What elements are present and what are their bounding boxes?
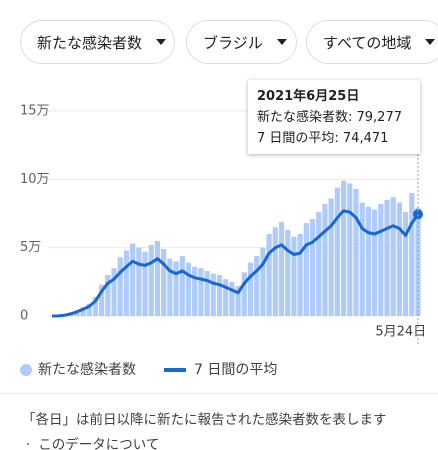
region-dropdown[interactable]: すべての地域 bbox=[306, 20, 438, 64]
bar bbox=[154, 240, 161, 316]
bar bbox=[347, 183, 353, 316]
divider bbox=[0, 393, 438, 394]
tooltip-line: 7 日間の平均: 74,471 bbox=[257, 131, 389, 146]
bar bbox=[260, 247, 266, 316]
bar bbox=[235, 285, 241, 316]
bar bbox=[340, 180, 347, 316]
bar bbox=[359, 202, 365, 316]
bar bbox=[204, 270, 210, 316]
bar bbox=[378, 203, 384, 316]
bar bbox=[285, 229, 291, 316]
bar bbox=[117, 257, 123, 316]
bar bbox=[303, 223, 309, 316]
legend-label: 新たな感染者数 bbox=[38, 361, 136, 378]
y-tick-label: 0 bbox=[20, 309, 28, 324]
bar bbox=[384, 199, 390, 316]
bar bbox=[123, 250, 130, 316]
bar bbox=[130, 243, 136, 316]
dropdown-arrow bbox=[425, 39, 436, 45]
bar bbox=[415, 207, 421, 316]
avg-line bbox=[51, 209, 420, 318]
tooltip: 2021年6月25日 新たな感染者数: 79,277 7 日間の平均: 74,4… bbox=[248, 80, 420, 154]
bar bbox=[92, 296, 99, 316]
bar bbox=[192, 266, 198, 316]
bar bbox=[185, 262, 192, 316]
x-tick-label: 5月24日 bbox=[375, 325, 426, 340]
bar bbox=[316, 212, 322, 316]
bar bbox=[409, 193, 415, 316]
bar bbox=[198, 268, 204, 316]
bar bbox=[99, 284, 105, 316]
bar bbox=[322, 203, 328, 316]
bar bbox=[254, 255, 260, 316]
bar bbox=[328, 198, 334, 316]
bar bbox=[223, 279, 229, 316]
tooltip-date: 2021年6月25日 bbox=[257, 89, 360, 104]
bar bbox=[136, 247, 142, 316]
footnote-link-row: · このデータについて bbox=[26, 433, 159, 450]
bar bbox=[167, 258, 173, 316]
footnote: 「各日」は前日以降に新たに報告された感染者数を表します bbox=[22, 412, 387, 428]
y-tick-label: 10万 bbox=[20, 172, 50, 187]
bar bbox=[291, 236, 297, 316]
bar bbox=[353, 188, 359, 316]
bar bbox=[111, 268, 117, 316]
bar bbox=[272, 227, 278, 316]
dropdown-label: すべての地域 bbox=[323, 33, 412, 52]
dropdown-label: ブラジル bbox=[203, 33, 263, 52]
y-tick-label: 5万 bbox=[20, 240, 41, 255]
bar bbox=[309, 218, 316, 316]
bar bbox=[148, 244, 154, 316]
bar bbox=[210, 273, 216, 316]
dropdown-arrow bbox=[276, 39, 287, 45]
bar bbox=[179, 255, 185, 316]
bar bbox=[247, 262, 254, 316]
bar bbox=[161, 249, 167, 316]
bar bbox=[266, 234, 272, 316]
bar bbox=[396, 202, 402, 316]
bar bbox=[142, 251, 148, 316]
bar bbox=[173, 261, 179, 316]
bar bbox=[86, 303, 92, 316]
tooltip-line: 新たな感染者数: 79,277 bbox=[257, 110, 402, 125]
about-data-link[interactable]: このデータについて bbox=[38, 437, 160, 450]
legend-swatch bbox=[20, 364, 32, 376]
bar bbox=[278, 221, 285, 316]
bar bbox=[105, 275, 111, 316]
bar bbox=[334, 187, 340, 316]
legend-label: 7 日間の平均 bbox=[194, 362, 277, 378]
bar bbox=[402, 212, 409, 316]
bar bbox=[80, 307, 86, 316]
bar bbox=[371, 209, 378, 316]
bar bbox=[297, 234, 303, 316]
y-tick-label: 15万 bbox=[20, 104, 50, 119]
bar bbox=[216, 275, 223, 316]
bullet: · bbox=[26, 437, 31, 450]
dropdown-arrow bbox=[156, 39, 167, 45]
bar bbox=[241, 272, 247, 316]
dropdown-label: 新たな感染者数 bbox=[37, 33, 143, 52]
country-dropdown[interactable]: ブラジル bbox=[186, 20, 297, 64]
bar bbox=[365, 206, 371, 316]
metric-dropdown[interactable]: 新たな感染者数 bbox=[20, 20, 175, 64]
bar bbox=[229, 281, 235, 316]
bar bbox=[390, 197, 396, 316]
